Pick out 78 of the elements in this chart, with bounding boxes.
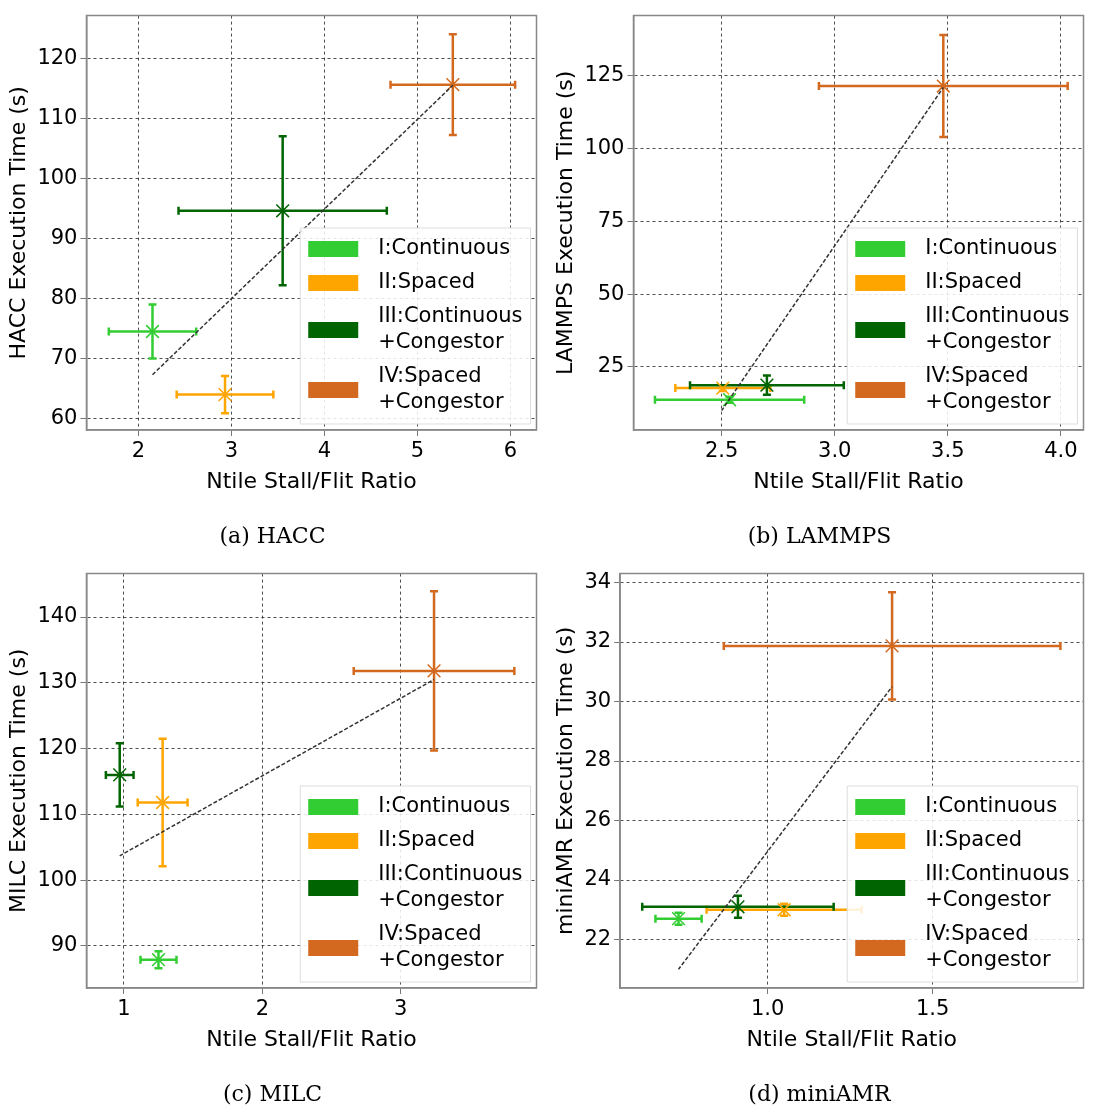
y-tick-label: 60 bbox=[50, 405, 78, 430]
y-tick-label: 75 bbox=[597, 207, 625, 232]
legend-label: III:Continuous +Congestor bbox=[925, 303, 1070, 354]
legend-label: I:Continuous bbox=[925, 793, 1058, 818]
x-axis-title: Ntile Stall/Flit Ratio bbox=[746, 1026, 958, 1052]
y-tick-label: 80 bbox=[50, 284, 78, 309]
point bbox=[936, 78, 951, 94]
legend-label: II:Spaced bbox=[925, 827, 1023, 852]
y-tick-label: 32 bbox=[584, 628, 612, 653]
text: (d) miniAMR bbox=[748, 1080, 893, 1106]
x-tick-label: 3.0 bbox=[818, 438, 852, 463]
y-tick-label: 50 bbox=[597, 280, 625, 305]
legend-label: III:Continuous +Congestor bbox=[378, 303, 523, 354]
y-tick-label: 24 bbox=[584, 866, 612, 891]
y-axis-title: HACC Execution Time (s) bbox=[4, 86, 30, 360]
y-tick-label: 130 bbox=[37, 669, 78, 694]
x-tick-label: 3 bbox=[394, 996, 408, 1021]
y-tick-label: 90 bbox=[50, 224, 78, 249]
legend-label: I:Continuous bbox=[378, 235, 511, 260]
y-tick-label: 125 bbox=[584, 62, 625, 87]
legend-label: II:Spaced bbox=[378, 827, 476, 852]
x-tick-label: 5 bbox=[410, 438, 425, 463]
text: (a) HACC bbox=[219, 522, 326, 548]
point bbox=[145, 324, 160, 339]
x-tick-label: 4 bbox=[317, 438, 332, 463]
x-tick-label: 2 bbox=[255, 996, 270, 1021]
point bbox=[445, 77, 460, 92]
point bbox=[884, 638, 900, 653]
y-tick-label: 25 bbox=[597, 353, 625, 378]
y-tick-label: 30 bbox=[584, 687, 612, 712]
y-axis-title: miniAMR Execution Time (s) bbox=[551, 626, 577, 935]
point bbox=[730, 899, 746, 914]
y-tick-label: 70 bbox=[50, 344, 78, 369]
y-tick-label: 140 bbox=[37, 603, 78, 628]
x-tick-label: 4.0 bbox=[1044, 438, 1078, 463]
legend-label: I:Continuous bbox=[925, 235, 1058, 260]
x-axis-title: Ntile Stall/Flit Ratio bbox=[206, 1026, 417, 1052]
y-axis-title: MILC Execution Time (s) bbox=[4, 648, 30, 914]
legend-label: IV:Spaced +Congestor bbox=[378, 363, 504, 414]
y-tick-label: 22 bbox=[584, 925, 612, 950]
legend-label: IV:Spaced +Congestor bbox=[925, 363, 1051, 414]
y-tick-label: 100 bbox=[37, 164, 78, 189]
point bbox=[155, 795, 170, 810]
legend-label: IV:Spaced +Congestor bbox=[925, 921, 1051, 972]
x-tick-label: 3 bbox=[224, 438, 239, 463]
text: (b) LAMMPS bbox=[747, 522, 892, 548]
x-tick-label: 1.0 bbox=[750, 996, 785, 1021]
point bbox=[275, 203, 290, 218]
x-axis-title: Ntile Stall/Flit Ratio bbox=[753, 468, 964, 494]
x-tick-label: 6 bbox=[503, 438, 518, 463]
x-axis-title: Ntile Stall/Flit Ratio bbox=[206, 468, 417, 494]
y-tick-label: 120 bbox=[37, 44, 78, 69]
y-tick-label: 26 bbox=[584, 806, 612, 831]
y-tick-label: 28 bbox=[584, 747, 612, 772]
legend-label: II:Spaced bbox=[378, 269, 476, 294]
point bbox=[426, 663, 442, 679]
x-tick-label: 2.5 bbox=[704, 438, 739, 463]
y-tick-label: 120 bbox=[37, 735, 78, 760]
y-tick-label: 110 bbox=[37, 104, 78, 129]
y-tick-label: 34 bbox=[584, 568, 612, 593]
point bbox=[217, 387, 233, 402]
legend-label: III:Continuous +Congestor bbox=[378, 861, 523, 912]
y-tick-label: 110 bbox=[37, 800, 78, 825]
point bbox=[759, 378, 775, 393]
y-tick-label: 100 bbox=[37, 866, 78, 891]
legend-label: III:Continuous +Congestor bbox=[925, 861, 1070, 912]
x-tick-label: 1.5 bbox=[915, 996, 950, 1021]
legend-label: II:Spaced bbox=[925, 269, 1023, 294]
legend-label: IV:Spaced +Congestor bbox=[378, 921, 504, 972]
x-tick-label: 3.5 bbox=[931, 438, 965, 463]
legend-label: I:Continuous bbox=[378, 793, 511, 818]
y-tick-label: 100 bbox=[584, 135, 625, 160]
point bbox=[112, 767, 127, 782]
x-tick-label: 1 bbox=[117, 996, 131, 1021]
x-tick-label: 2 bbox=[131, 438, 146, 463]
text: (c) MILC bbox=[222, 1080, 323, 1106]
y-axis-title: LAMMPS Execution Time (s) bbox=[551, 70, 577, 376]
y-tick-label: 90 bbox=[50, 932, 78, 957]
